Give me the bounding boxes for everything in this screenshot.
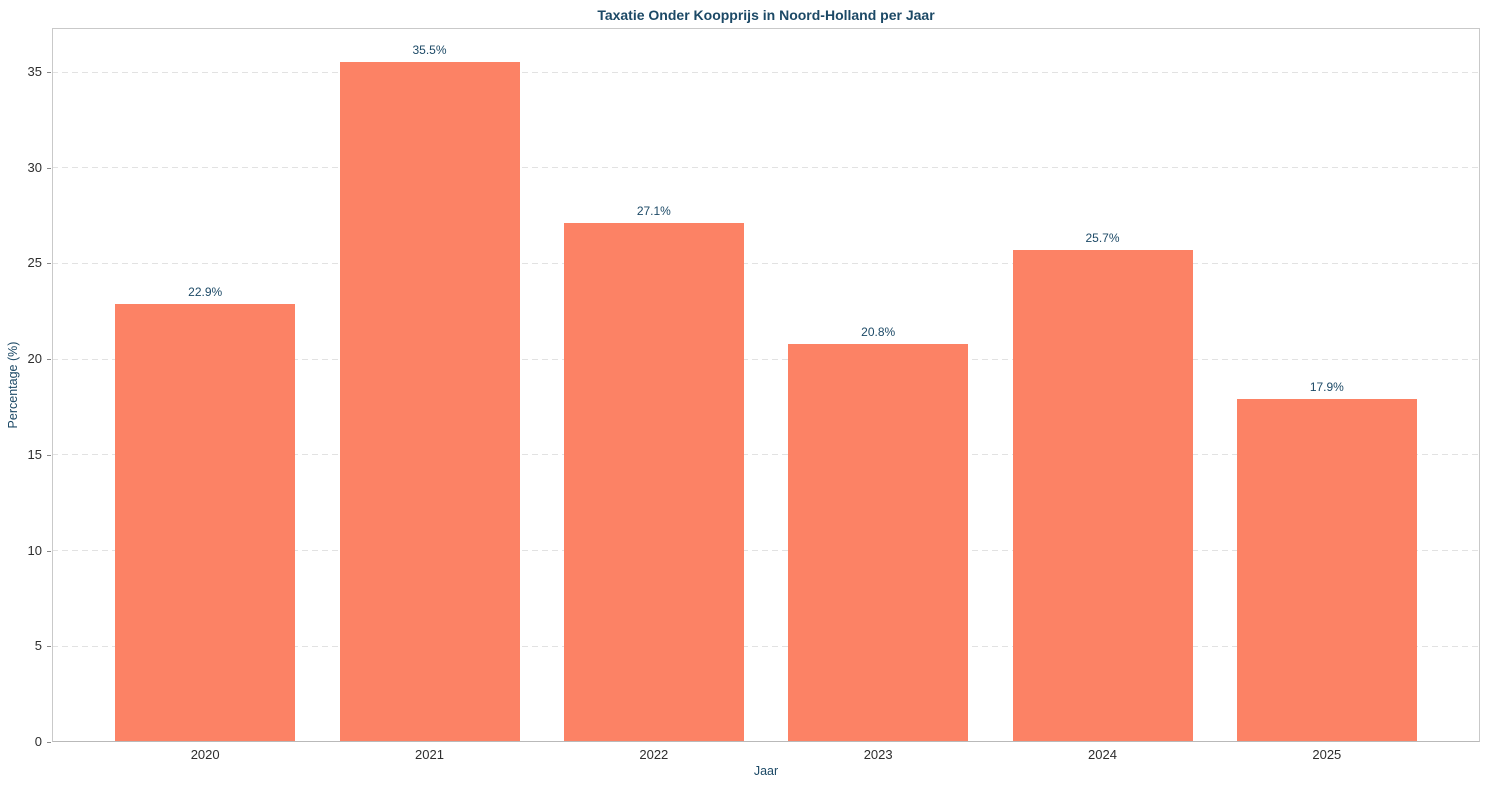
gridline-5 bbox=[52, 645, 1480, 647]
y-tick-label: 0 bbox=[34, 734, 42, 749]
gridline-25 bbox=[52, 262, 1480, 264]
bar-2023 bbox=[788, 343, 969, 742]
gridline-30 bbox=[52, 167, 1480, 169]
bar-2025 bbox=[1236, 399, 1417, 742]
y-tick-mark bbox=[47, 742, 51, 743]
bar-2022 bbox=[563, 223, 744, 742]
y-tick-label: 25 bbox=[27, 255, 42, 271]
x-tick-label-2024: 2024 bbox=[1088, 747, 1117, 762]
gridline-20 bbox=[52, 358, 1480, 360]
y-tick-label: 35 bbox=[27, 64, 42, 80]
plot-area: 22.9% 35.5% 27.1% 20.8% 25.7% 17.9% bbox=[52, 28, 1480, 742]
y-tick-mark bbox=[47, 167, 51, 169]
y-tick-label: 30 bbox=[27, 159, 42, 175]
x-tick-label-2021: 2021 bbox=[415, 747, 444, 762]
y-tick-mark bbox=[47, 359, 51, 361]
bar-value-label-2023: 20.8% bbox=[861, 324, 896, 339]
gridline-10 bbox=[52, 550, 1480, 552]
bar-value-label-2021: 35.5% bbox=[412, 43, 447, 58]
y-tick-mark bbox=[47, 454, 51, 456]
x-tick-label-2020: 2020 bbox=[190, 747, 220, 762]
x-tick-label-2022: 2022 bbox=[639, 747, 669, 762]
bar-2020 bbox=[115, 303, 296, 742]
x-tick-label-2025: 2025 bbox=[1312, 747, 1342, 762]
y-tick-mark bbox=[47, 72, 51, 74]
gridline-15 bbox=[52, 454, 1480, 456]
x-tick-label-2023: 2023 bbox=[863, 747, 893, 762]
y-tick-label: 5 bbox=[34, 638, 42, 654]
bar-value-label-2022: 27.1% bbox=[636, 204, 671, 219]
y-tick-mark bbox=[47, 550, 51, 552]
gridline-35 bbox=[52, 71, 1480, 73]
bar-2024 bbox=[1012, 250, 1193, 742]
y-axis-label: Percentage (%) bbox=[6, 341, 20, 429]
y-tick-label: 10 bbox=[27, 542, 42, 558]
bar-value-label-2020: 22.9% bbox=[188, 284, 223, 299]
bar-value-label-2025: 17.9% bbox=[1309, 380, 1344, 395]
y-tick-mark bbox=[47, 646, 51, 648]
bar-value-label-2024: 25.7% bbox=[1085, 231, 1120, 246]
x-axis-label: Jaar bbox=[753, 764, 779, 778]
y-tick-mark bbox=[47, 263, 51, 265]
bar-2021 bbox=[339, 62, 520, 742]
y-tick-label: 15 bbox=[27, 446, 42, 462]
y-tick-label: 20 bbox=[27, 351, 42, 367]
chart-title: Taxatie Onder Koopprijs in Noord-Holland… bbox=[597, 7, 935, 23]
